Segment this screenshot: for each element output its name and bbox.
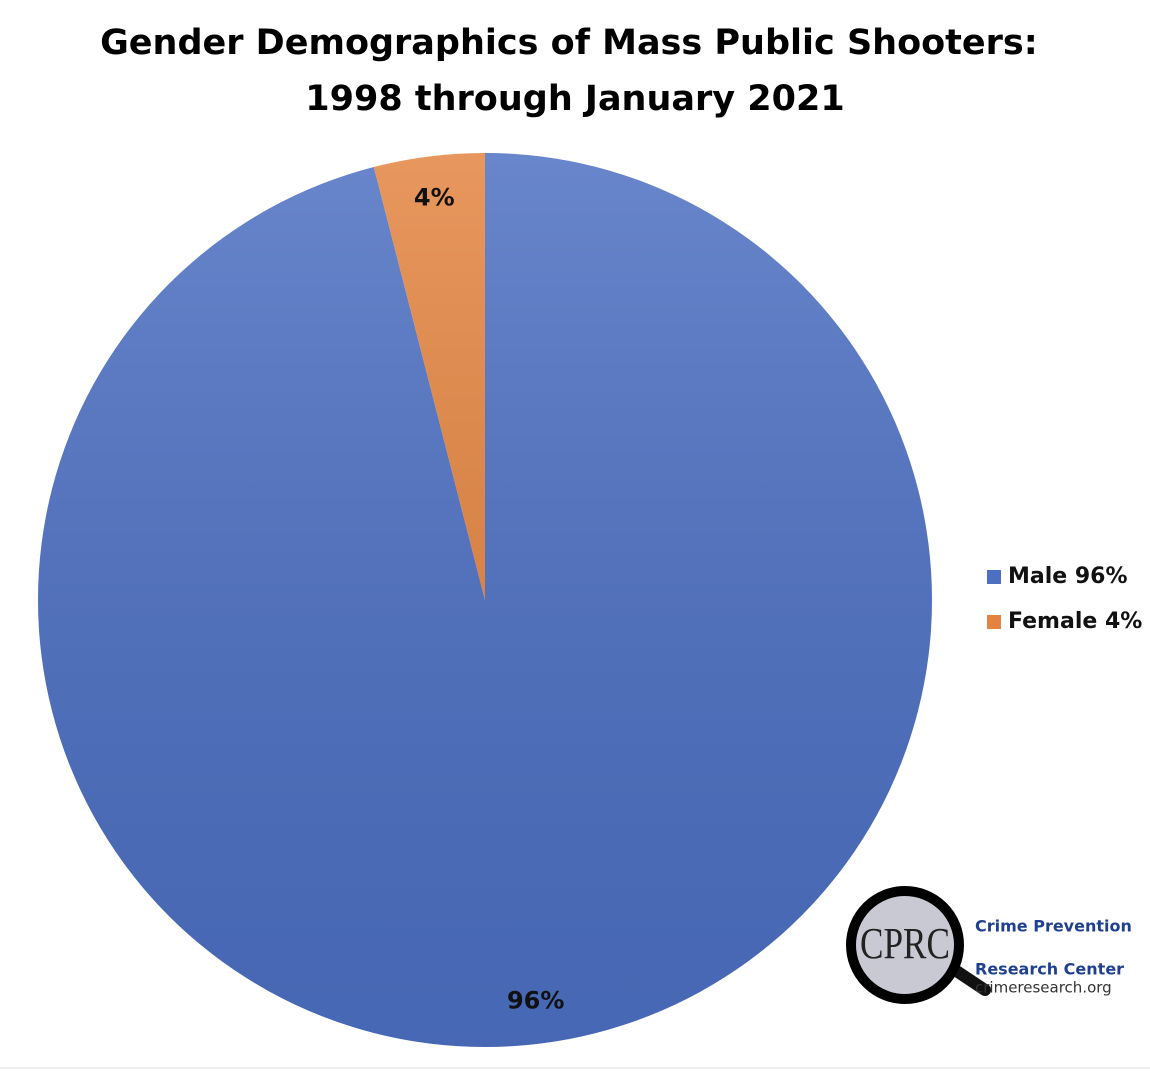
title-line: Gender Demographics of Mass Public Shoot…: [100, 23, 1038, 63]
pie: [37, 153, 932, 1047]
legend-label: Female 4%: [1008, 609, 1142, 634]
legend-swatch: [987, 615, 1001, 629]
logo-lens: [846, 886, 964, 1004]
chart-title: Gender Demographics of Mass Public Shoot…: [100, 23, 1050, 119]
logo-text: Research Center: [975, 960, 1124, 979]
logo-mark: CPRC: [860, 919, 950, 968]
logo: CPRC Crime Prevention Research Center cr…: [846, 886, 1132, 1004]
title-line: 1998 through January 2021: [305, 79, 844, 119]
data-labels: 96% 4%: [414, 184, 565, 1015]
logo-text: Crime Prevention: [975, 917, 1132, 936]
legend: Male 96% Female 4%: [987, 564, 1142, 634]
data-label: 96%: [507, 986, 564, 1014]
logo-url: crimeresearch.org: [975, 979, 1112, 997]
legend-label: Male 96%: [1008, 564, 1128, 589]
legend-swatch: [987, 570, 1001, 584]
data-label: 4%: [414, 184, 455, 212]
